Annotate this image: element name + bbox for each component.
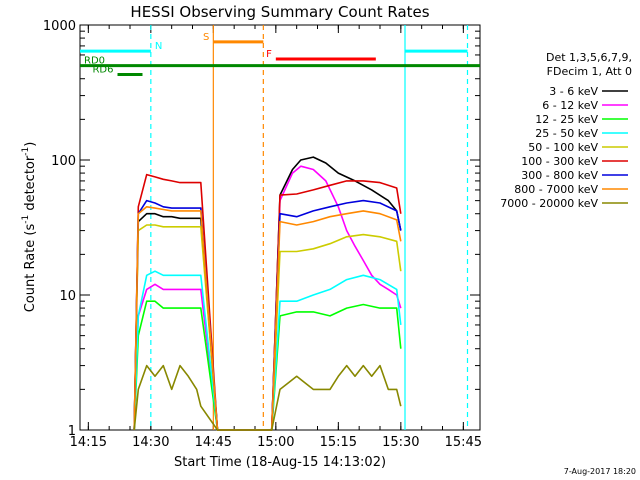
legend-entry-8: 7000 - 20000 keV [500, 197, 598, 210]
y-tick-label-2: 100 [51, 154, 76, 169]
series-line-7 [133, 206, 402, 431]
legend-entry-1: 6 - 12 keV [542, 99, 598, 112]
legend-entry-3: 25 - 50 keV [535, 127, 598, 140]
y-tick-label-3: 1000 [43, 19, 76, 34]
y-axis-label-mid: detector [23, 155, 38, 215]
x-tick-label-4: 15:15 [320, 435, 357, 450]
ticks-group: 14:15 14:30 14:45 15:00 15:15 15:30 15:45 1 10 10… [43, 19, 482, 450]
chart-title: HESSI Observing Summary Count Rates [130, 3, 429, 21]
legend-entry-7: 800 - 7000 keV [514, 183, 598, 196]
y-tick-label-0: 1 [68, 424, 76, 439]
y-axis-label-end: ) [23, 142, 38, 147]
legend-entry-5: 100 - 300 keV [521, 155, 598, 168]
legend-entry-4: 50 - 100 keV [528, 141, 598, 154]
legend-title-1: Det 1,3,5,6,7,9, [546, 51, 632, 64]
x-tick-label-1: 14:30 [132, 435, 169, 450]
series-group [133, 156, 402, 431]
rd0-label: RD0 [84, 56, 105, 67]
series-line-1 [133, 165, 402, 431]
series-line-2 [133, 300, 402, 431]
series-line-0 [133, 156, 402, 431]
legend-entry-6: 300 - 800 keV [521, 169, 598, 182]
y-axis-label-sup1: -1 [21, 215, 31, 224]
saa-label: S [203, 32, 209, 43]
night-0-label: N [155, 41, 162, 52]
y-axis-label-sup2: -1 [21, 147, 31, 156]
flare-label: F [266, 49, 272, 60]
series-line-5 [133, 173, 402, 431]
x-axis-label: Start Time (18-Aug-15 14:13:02) [174, 455, 386, 470]
x-tick-label-3: 15:00 [257, 435, 294, 450]
x-tick-label-5: 15:30 [382, 435, 419, 450]
plot-frame [79, 24, 481, 431]
series-line-8 [133, 364, 402, 431]
x-tick-label-6: 15:45 [445, 435, 482, 450]
rd6-label: RD6 [92, 64, 113, 75]
y-axis-label: Count Rate (s-1 detector-1) [21, 142, 38, 313]
y-axis-label-main: Count Rate (s [23, 224, 38, 313]
x-tick-label-0: 14:15 [70, 435, 107, 450]
legend-entry-0: 3 - 6 keV [549, 85, 598, 98]
x-tick-label-2: 14:45 [195, 435, 232, 450]
legend-entry-2: 12 - 25 keV [535, 113, 598, 126]
legend-title-2: FDecim 1, Att 0 [547, 65, 632, 78]
series-line-3 [133, 270, 402, 431]
footer-date: 7-Aug-2017 18:20 [564, 467, 636, 476]
y-tick-label-1: 10 [59, 289, 76, 304]
